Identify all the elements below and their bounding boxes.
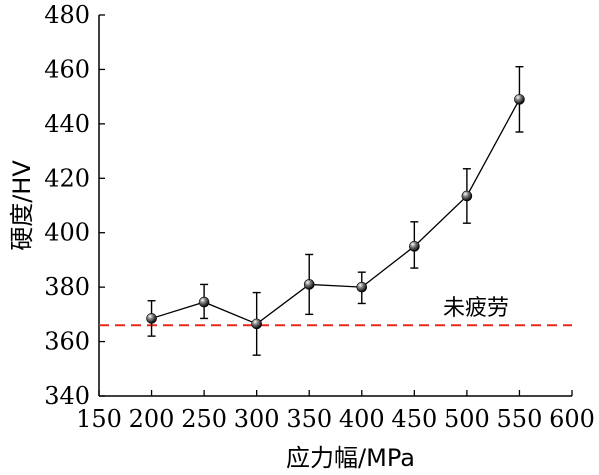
data-point: [461, 190, 473, 202]
data-point: [198, 296, 210, 308]
y-tick-label: 460: [44, 55, 90, 83]
x-tick-label: 350: [286, 405, 332, 433]
x-tick-label: 600: [549, 405, 595, 433]
data-point: [514, 94, 525, 105]
x-tick-label: 200: [129, 405, 175, 433]
axes: 150 200 250 300 350 400 450 500 550 6003403603804…: [44, 1, 595, 433]
y-tick-label: 440: [44, 110, 90, 138]
y-tick-label: 360: [44, 328, 90, 356]
data-point: [356, 281, 368, 293]
x-tick-label: 450: [391, 405, 437, 433]
y-tick-label: 420: [44, 164, 90, 192]
y-tick-label: 340: [44, 382, 90, 410]
series-line: [151, 99, 521, 325]
x-tick-label: 250: [181, 405, 227, 433]
data-point: [409, 241, 420, 252]
data-point: [146, 313, 157, 324]
plot-area: [146, 66, 525, 356]
y-tick-label: 400: [44, 219, 90, 247]
y-tick-label: 380: [44, 273, 90, 301]
y-axis-title: 硬度/HV: [8, 160, 36, 251]
data-point: [303, 279, 315, 290]
x-tick-label: 500: [444, 405, 490, 433]
x-tick-label: 550: [497, 405, 543, 433]
x-axis-title: 应力幅/MPa: [286, 444, 415, 472]
reference-line-label: 未疲劳: [443, 296, 509, 321]
x-tick-label: 300: [234, 405, 280, 433]
x-tick-label: 400: [339, 405, 385, 433]
y-tick-label: 480: [44, 1, 90, 29]
data-point: [251, 318, 262, 330]
x-tick-label: 150: [76, 405, 122, 433]
